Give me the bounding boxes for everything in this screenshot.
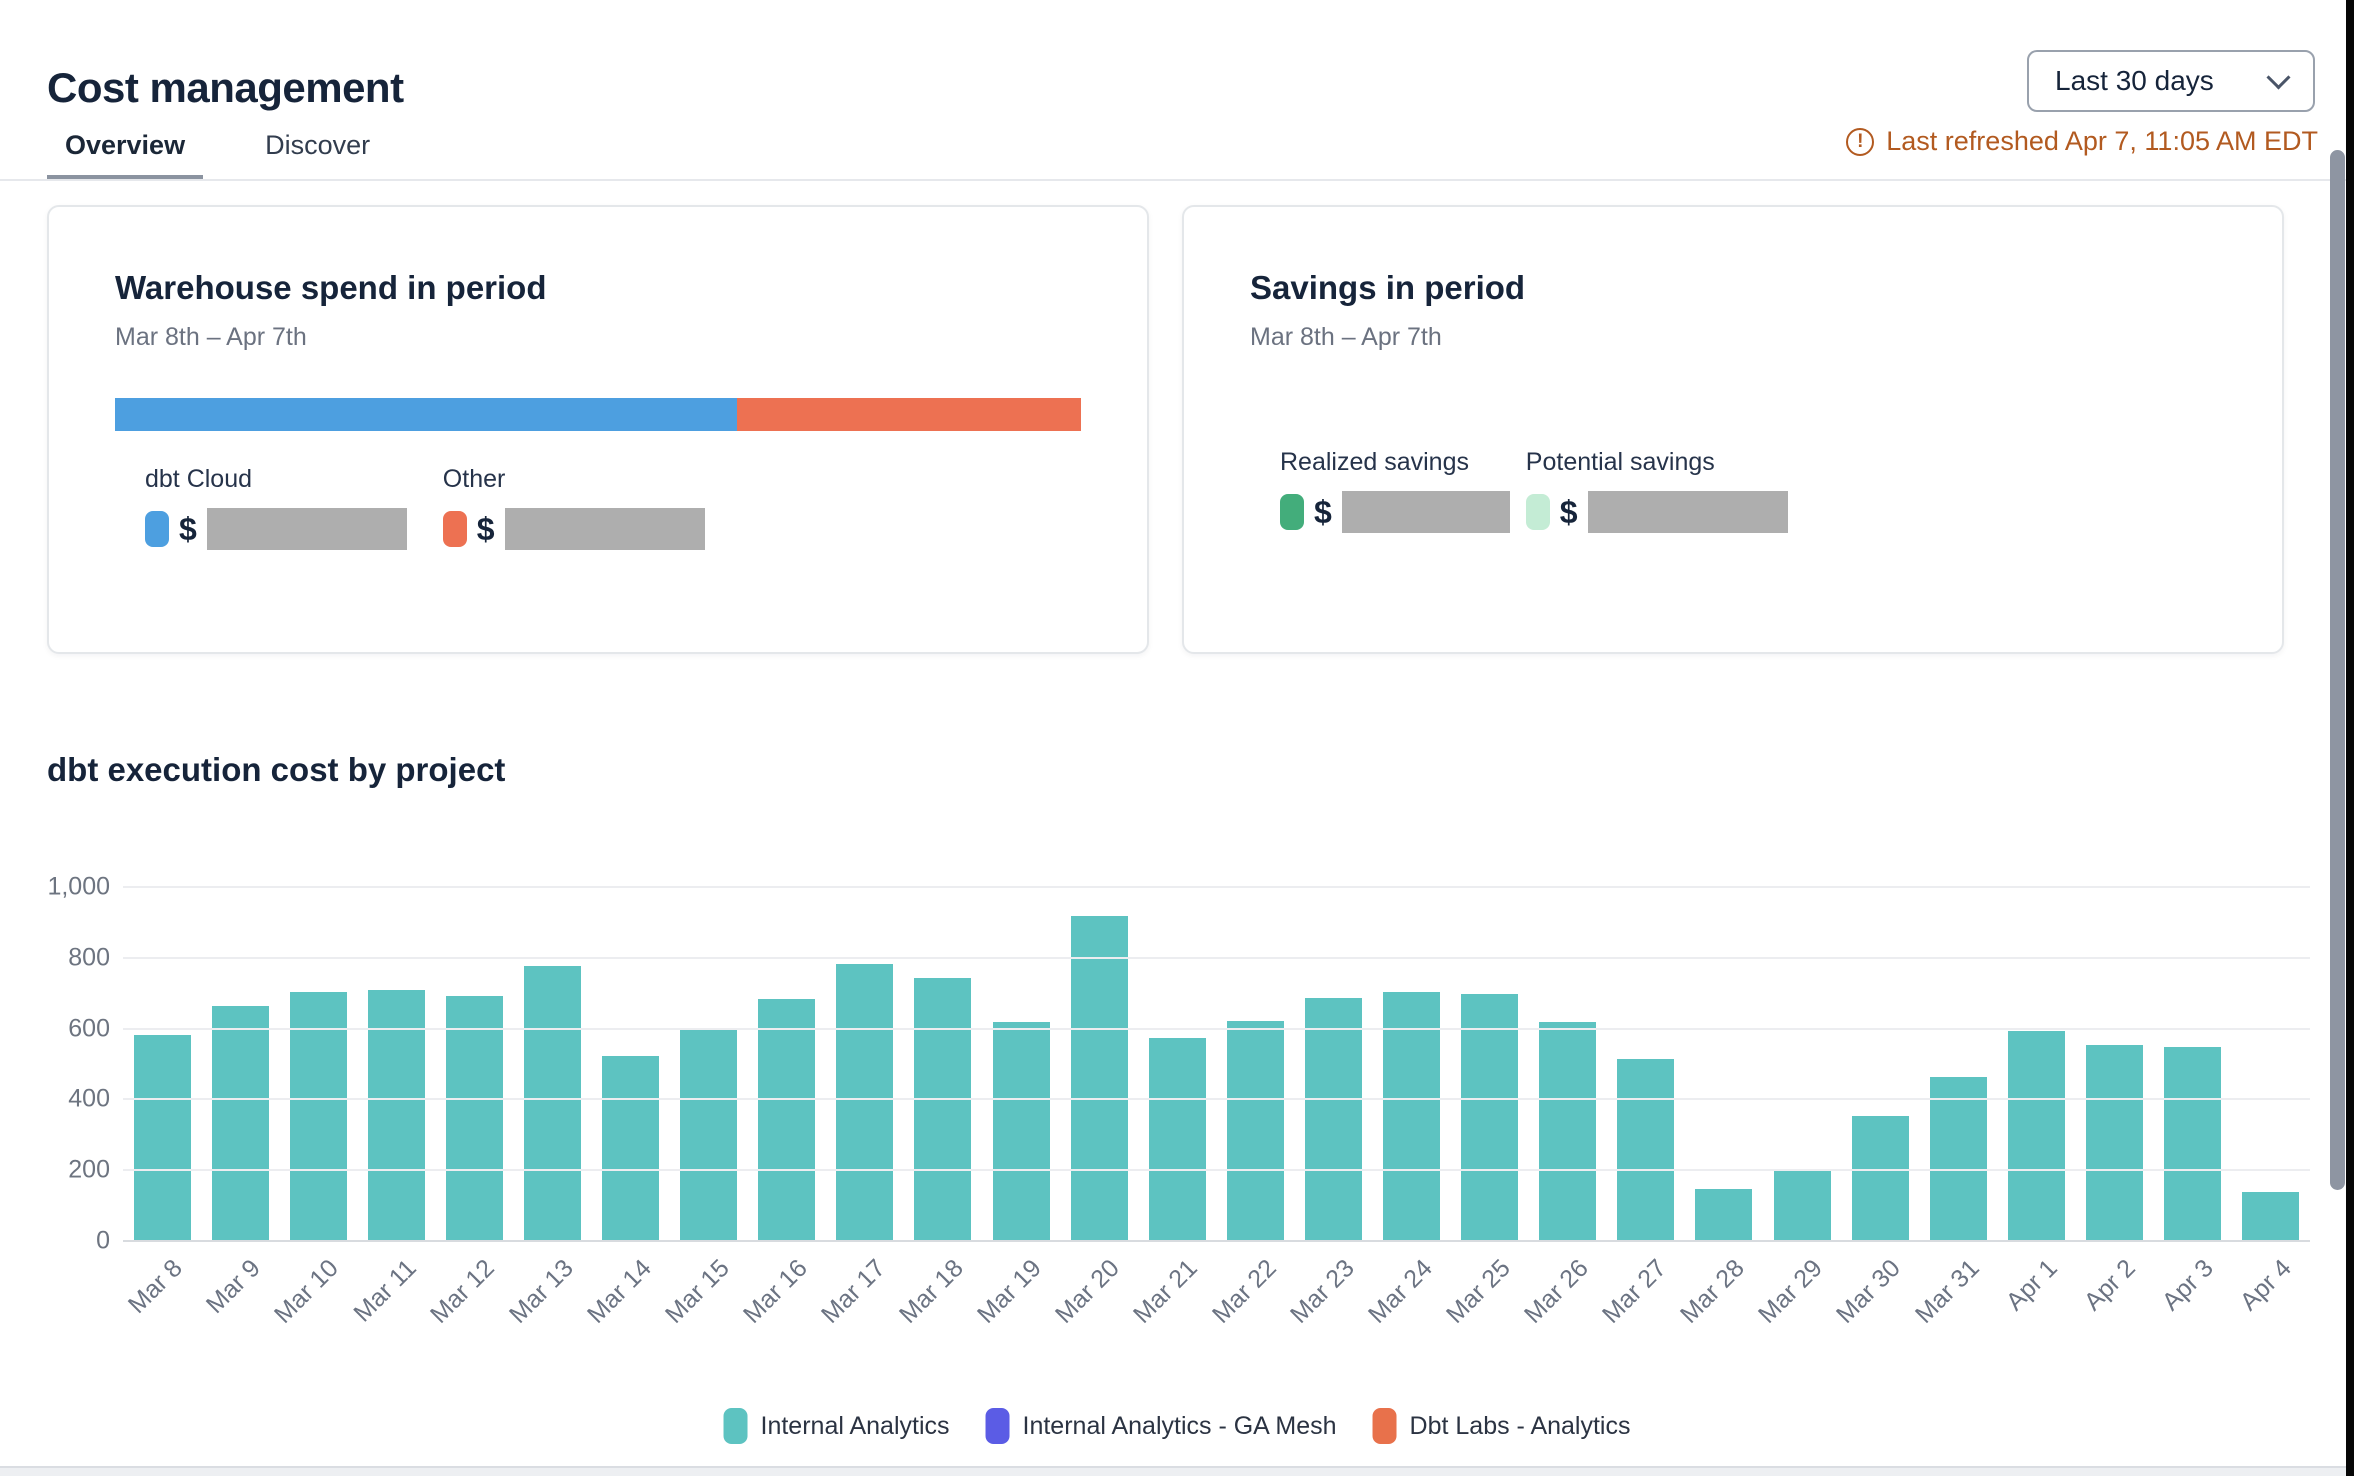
metric-realized-savings: Realized savings $ (1280, 448, 1510, 533)
bar-mar-8[interactable] (133, 1034, 191, 1240)
header-divider (0, 179, 2354, 181)
bar-mar-10[interactable] (289, 992, 347, 1240)
chevron-down-icon (2266, 65, 2291, 90)
legend-item-internal-analytics[interactable]: Internal Analytics (723, 1408, 950, 1444)
window-right-edge (2346, 0, 2354, 1476)
legend-label: Dbt Labs - Analytics (1409, 1411, 1631, 1440)
redacted-value (504, 508, 705, 550)
gridline-y-0 (123, 1240, 2310, 1242)
savings-legend: Realized savings $ Potential savings $ (1250, 448, 2216, 533)
bar-apr-2[interactable] (2085, 1045, 2143, 1240)
legend-swatch (1372, 1408, 1397, 1444)
metric-label: dbt Cloud (145, 465, 253, 493)
dbt-cloud-swatch (145, 511, 169, 547)
gridline-y-400 (123, 1098, 2310, 1101)
legend-item-internal-analytics-ga-mesh[interactable]: Internal Analytics - GA Mesh (985, 1408, 1337, 1444)
bar-mar-31[interactable] (1929, 1077, 1987, 1240)
y-axis-tick-label: 200 (68, 1155, 110, 1184)
bar-apr-3[interactable] (2163, 1047, 2221, 1240)
bar-mar-17[interactable] (836, 963, 894, 1240)
bar-series-internal-analytics (123, 830, 2310, 1240)
bar-apr-1[interactable] (2007, 1031, 2065, 1240)
bar-mar-29[interactable] (1773, 1170, 1831, 1240)
last-refreshed-status: ! Last refreshed Apr 7, 11:05 AM EDT (1846, 126, 2318, 157)
summary-cards: Warehouse spend in period Mar 8th – Apr … (47, 205, 2284, 654)
gridline-y-1000 (123, 886, 2310, 888)
bar-mar-26[interactable] (1539, 1022, 1597, 1240)
bar-mar-25[interactable] (1461, 993, 1519, 1240)
y-axis-tick-label: 400 (68, 1084, 110, 1113)
dollar-sign: $ (179, 510, 197, 547)
legend-item-dbt-labs-analytics[interactable]: Dbt Labs - Analytics (1372, 1408, 1631, 1444)
redacted-value (1341, 491, 1510, 533)
legend-label: Internal Analytics - GA Mesh (1022, 1411, 1337, 1440)
warning-circle-icon: ! (1846, 127, 1875, 156)
tab-overview[interactable]: Overview (47, 130, 204, 181)
legend-swatch (723, 1408, 748, 1444)
bar-mar-22[interactable] (1226, 1020, 1284, 1240)
chart-legend: Internal Analytics Internal Analytics - G… (723, 1408, 1631, 1444)
y-axis-tick-label: 0 (96, 1226, 110, 1255)
realized-savings-swatch (1280, 494, 1304, 530)
metric-label: Realized savings (1280, 448, 1469, 476)
bar-mar-27[interactable] (1617, 1059, 1675, 1240)
legend-label: Internal Analytics (760, 1411, 950, 1440)
tab-discover[interactable]: Discover (265, 130, 371, 160)
bar-mar-28[interactable] (1695, 1188, 1753, 1240)
bar-mar-21[interactable] (1148, 1038, 1206, 1240)
date-range-value: Last 30 days (2055, 65, 2214, 96)
bar-mar-12[interactable] (445, 995, 503, 1240)
savings-card-title: Savings in period (1250, 269, 1526, 306)
bottom-scrollbar-track[interactable] (0, 1466, 2346, 1476)
potential-savings-swatch (1525, 494, 1550, 530)
dollar-sign: $ (1559, 493, 1578, 530)
metric-other: Other $ (442, 465, 705, 550)
y-axis-tick-label: 600 (68, 1014, 110, 1043)
bar-mar-23[interactable] (1304, 997, 1362, 1240)
chart-section-title: dbt execution cost by project (47, 751, 506, 789)
warehouse-card-period: Mar 8th – Apr 7th (115, 323, 307, 351)
stacked-bar-segment-other[interactable] (737, 398, 1081, 431)
warehouse-stacked-bar[interactable] (115, 398, 1081, 431)
dollar-sign: $ (476, 510, 495, 547)
bar-mar-14[interactable] (602, 1055, 660, 1240)
warehouse-card-title: Warehouse spend in period (115, 269, 547, 306)
bar-mar-19[interactable] (992, 1022, 1050, 1240)
bar-apr-4[interactable] (2242, 1192, 2300, 1240)
bar-mar-30[interactable] (1851, 1116, 1909, 1240)
bar-mar-24[interactable] (1383, 992, 1441, 1240)
bar-mar-20[interactable] (1070, 916, 1128, 1240)
redacted-value (1587, 491, 1788, 533)
bar-mar-15[interactable] (680, 1029, 738, 1240)
savings-card-period: Mar 8th – Apr 7th (1250, 323, 1442, 351)
metric-label: Potential savings (1525, 448, 1715, 476)
y-axis-tick-label: 1,000 (47, 872, 110, 901)
last-refreshed-text: Last refreshed Apr 7, 11:05 AM EDT (1886, 126, 2318, 156)
metric-potential-savings: Potential savings $ (1525, 448, 1788, 533)
metric-label: Other (442, 465, 506, 493)
y-axis-tick-label: 800 (68, 943, 110, 972)
gridline-y-600 (123, 1027, 2310, 1030)
legend-swatch (985, 1408, 1010, 1444)
bar-mar-16[interactable] (758, 999, 816, 1240)
page-title: Cost management (47, 64, 404, 112)
warehouse-legend: dbt Cloud $ Other $ (115, 465, 1081, 550)
bar-mar-18[interactable] (914, 978, 972, 1240)
bar-mar-11[interactable] (367, 990, 425, 1240)
stacked-bar-segment-dbt-cloud[interactable] (115, 398, 738, 431)
tab-bar: Overview Discover (47, 130, 388, 181)
warehouse-spend-card: Warehouse spend in period Mar 8th – Apr … (47, 205, 1149, 654)
gridline-y-200 (123, 1169, 2310, 1172)
redacted-value (206, 508, 407, 550)
bar-mar-9[interactable] (211, 1006, 269, 1240)
savings-card: Savings in period Mar 8th – Apr 7th Real… (1182, 205, 2284, 654)
bar-mar-13[interactable] (524, 965, 582, 1240)
gridline-y-800 (123, 956, 2310, 959)
metric-dbt-cloud: dbt Cloud $ (145, 465, 407, 550)
date-range-select[interactable]: Last 30 days (2027, 50, 2315, 112)
other-swatch (442, 511, 467, 547)
vertical-scrollbar-thumb[interactable] (2330, 150, 2345, 1190)
dollar-sign: $ (1314, 493, 1332, 530)
execution-cost-chart: Internal Analytics Internal Analytics - G… (0, 830, 2354, 1476)
